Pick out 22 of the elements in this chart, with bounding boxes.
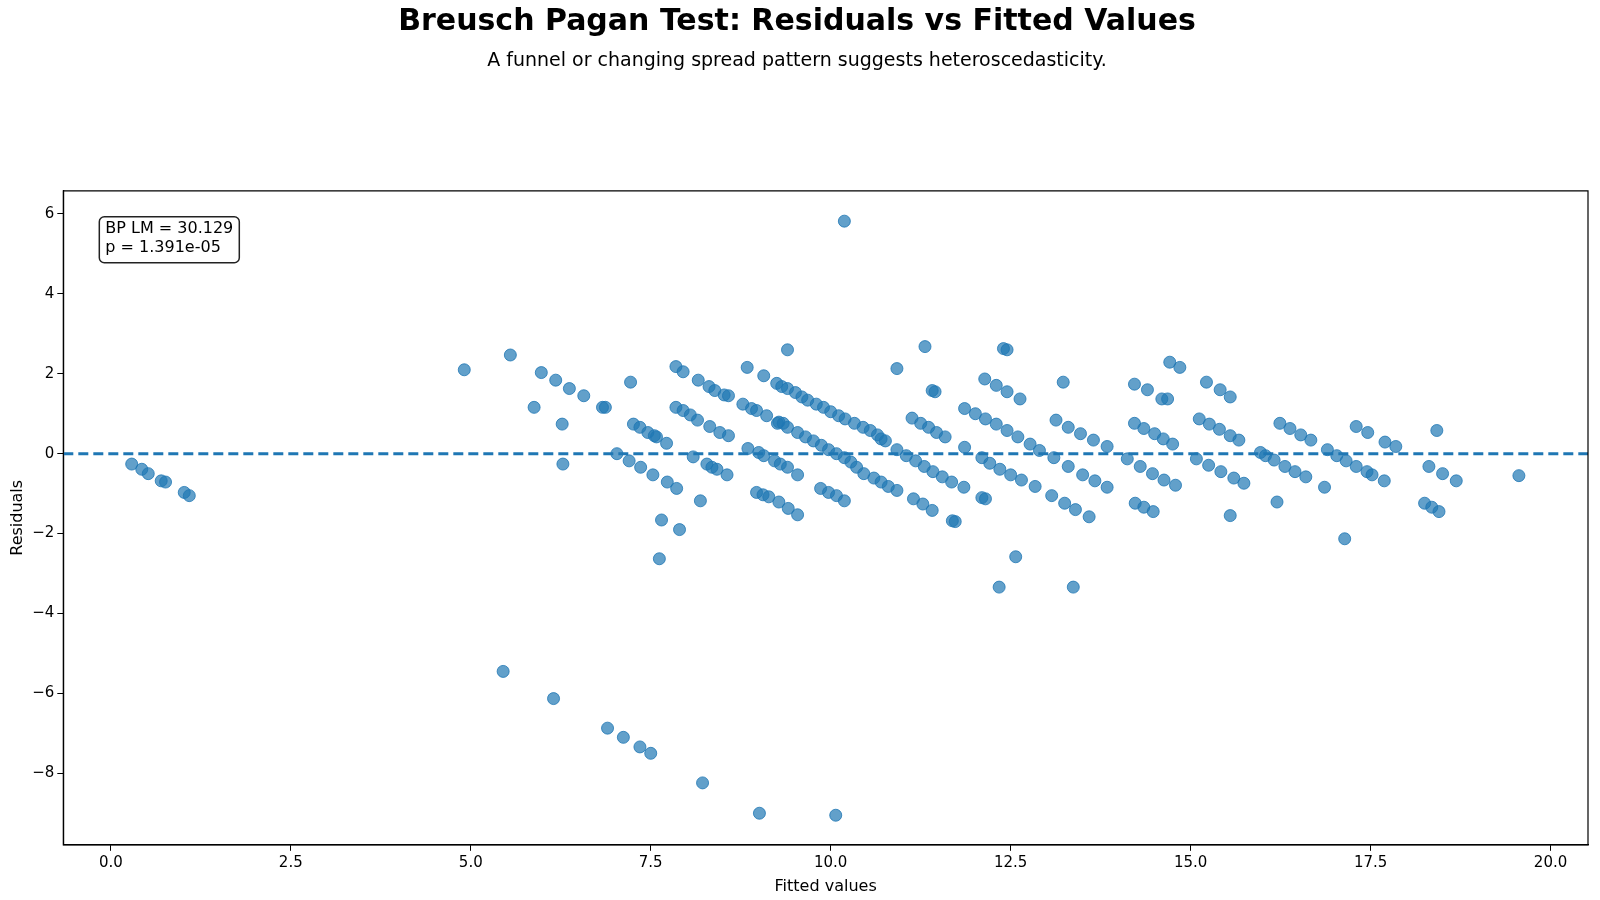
y-tick-label: 4: [44, 283, 55, 302]
x-tick-label: 15.0: [1173, 852, 1208, 871]
x-tick-label: 10.0: [813, 852, 848, 871]
y-tick-label: −6: [32, 683, 55, 702]
y-tick-label: 0: [44, 443, 55, 462]
chart-title: Breusch Pagan Test: Residuals vs Fitted Values: [398, 1, 1196, 37]
chart-subtitle: A funnel or changing spread pattern suggests heteroscedasticity.: [487, 48, 1107, 71]
y-tick-label: −2: [32, 523, 55, 542]
y-tick-label: 2: [44, 363, 55, 382]
x-tick-label: 12.5: [993, 852, 1028, 871]
x-tick-label: 7.5: [638, 852, 663, 871]
x-tick-label: 17.5: [1353, 852, 1388, 871]
y-tick-label: −4: [32, 603, 55, 622]
y-axis-title: Residuals: [6, 479, 26, 556]
x-axis-title: Fitted values: [774, 875, 877, 895]
x-tick-label: 0.0: [98, 852, 123, 871]
x-tick-label: 20.0: [1533, 852, 1568, 871]
x-tick-label: 5.0: [458, 852, 483, 871]
y-tick-label: 6: [44, 203, 55, 222]
annotation: BP LM = 30.129 p = 1.391e-05: [105, 217, 234, 256]
x-tick-label: 2.5: [278, 852, 303, 871]
y-tick-label: −8: [32, 763, 55, 782]
